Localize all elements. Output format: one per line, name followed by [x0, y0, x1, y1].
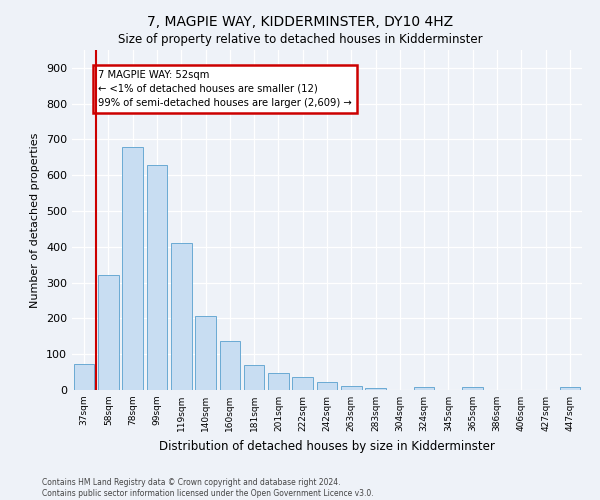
Y-axis label: Number of detached properties: Number of detached properties [31, 132, 40, 308]
Bar [560, 387, 580, 390]
Bar [98, 276, 119, 390]
Text: 7 MAGPIE WAY: 52sqm
← <1% of detached houses are smaller (12)
99% of semi-detach: 7 MAGPIE WAY: 52sqm ← <1% of detached ho… [98, 70, 352, 108]
X-axis label: Distribution of detached houses by size in Kidderminster: Distribution of detached houses by size … [159, 440, 495, 452]
Bar [268, 373, 289, 390]
Bar [74, 364, 94, 390]
Bar [317, 382, 337, 390]
Bar [146, 164, 167, 390]
Text: 7, MAGPIE WAY, KIDDERMINSTER, DY10 4HZ: 7, MAGPIE WAY, KIDDERMINSTER, DY10 4HZ [147, 15, 453, 29]
Bar [463, 387, 483, 390]
Text: Size of property relative to detached houses in Kidderminster: Size of property relative to detached ho… [118, 32, 482, 46]
Text: Contains HM Land Registry data © Crown copyright and database right 2024.
Contai: Contains HM Land Registry data © Crown c… [42, 478, 374, 498]
Bar [341, 386, 362, 390]
Bar [220, 340, 240, 390]
Bar [122, 146, 143, 390]
Bar [195, 316, 216, 390]
Bar [171, 244, 191, 390]
Bar [414, 387, 434, 390]
Bar [292, 378, 313, 390]
Bar [244, 365, 265, 390]
Bar [365, 388, 386, 390]
